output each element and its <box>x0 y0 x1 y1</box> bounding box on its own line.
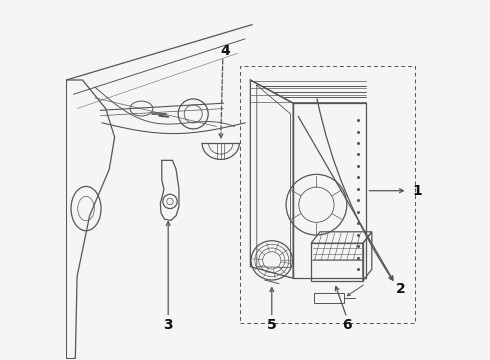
Bar <box>311 243 363 281</box>
Text: 1: 1 <box>412 184 422 198</box>
Text: 2: 2 <box>396 282 406 296</box>
Text: 5: 5 <box>267 318 277 332</box>
Text: 6: 6 <box>342 318 352 332</box>
Text: 4: 4 <box>220 44 230 58</box>
Bar <box>314 293 344 303</box>
Bar <box>240 66 415 323</box>
Text: 3: 3 <box>163 318 173 332</box>
